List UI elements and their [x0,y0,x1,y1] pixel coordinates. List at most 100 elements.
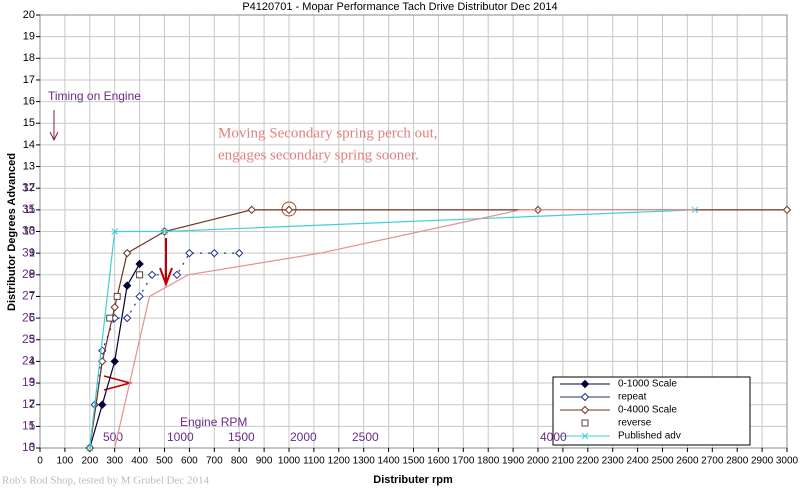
data-point [98,400,107,409]
legend-marker [580,379,590,389]
data-point [113,292,121,300]
x-tick-label: 2800 [726,456,749,467]
data-point [247,205,256,215]
x-tick-label: 0 [37,456,43,467]
x-tick-label: 200 [81,456,98,467]
engine-rpm-label: 2500 [352,430,379,444]
y-tick-label: 20 [23,9,35,21]
annotation: engages secondary spring sooner. [218,147,419,163]
x-tick-label: 1200 [328,456,351,467]
x-tick-label: 1800 [477,456,500,467]
x-tick-label: 1700 [452,456,475,467]
y-tick-label: 0 [29,442,35,454]
x-tick-label: 1900 [502,456,525,467]
data-point [147,270,157,280]
x-tick-label: 1600 [427,456,450,467]
x-tick-label: 2300 [602,456,625,467]
x-tick-label: 900 [256,456,273,467]
x-tick-label: 400 [131,456,148,467]
x-tick-label: 3000 [776,456,799,467]
series-line [89,252,240,449]
y-tick-label: 9 [29,247,35,259]
legend-marker [580,405,590,415]
y-tick-label: 19 [23,31,35,43]
engine-rpm-label: 1000 [167,430,194,444]
y-tick-label: 1 [29,420,35,432]
highlight-circle [281,201,297,217]
secondary-y-label: 33 [22,224,36,238]
annotation: Moving Secondary spring perch out, [218,125,438,141]
y-tick-label: 3 [29,377,35,389]
x-tick-label: 500 [156,456,173,467]
data-point [161,228,168,235]
secondary-y-label: 21 [22,354,36,368]
x-tick-label: 2000 [527,456,550,467]
x-tick-label: 1300 [353,456,376,467]
x-axis-label: Distributer rpm [373,474,453,486]
legend-marker [581,419,589,427]
y-tick-label: 7 [29,290,35,302]
x-tick-label: 2500 [651,456,674,467]
secondary-y-label: 15 [22,419,36,433]
legend-label: reverse [618,418,652,429]
x-tick-label: 1000 [278,456,301,467]
x-tick-label: 300 [106,456,123,467]
series-line [114,209,695,449]
data-point [136,271,144,279]
data-point [135,259,144,269]
x-tick-label: 1500 [402,456,425,467]
data-point [135,292,144,301]
x-tick-label: 800 [231,456,248,467]
secondary-y-label: 19 [22,375,36,389]
secondary-y-label: 29 [22,267,36,281]
y-tick-label: 12 [23,182,35,194]
legend-label: 0-1000 Scale [618,379,677,390]
x-tick-label: 100 [57,456,74,467]
engine-rpm-label: 1500 [228,430,255,444]
y-tick-label: 6 [29,312,35,324]
x-tick-label: 2200 [577,456,600,467]
footer: Rob's Rod Shop, tested by M Grubel Dec 2… [2,475,209,487]
arrow [159,238,173,287]
y-tick-label: 4 [29,355,35,367]
secondary-y-label: 23 [22,332,36,346]
engine-rpm-title: Engine RPM [180,415,247,429]
x-tick-label: 2100 [552,456,575,467]
data-point [185,248,194,258]
x-tick-label: 600 [181,456,198,467]
x-tick-label: 2700 [701,456,724,467]
legend: 0-1000 Scale repeat 0-4000 Scale reverse Pub… [552,376,751,446]
y-tick-label: 8 [29,269,35,281]
x-tick-label: 1400 [377,456,400,467]
x-tick-label: 2900 [751,456,774,467]
data-point [111,228,119,235]
data-point [210,248,219,258]
y-tick-label: 2 [29,399,35,411]
legend-marker [580,392,590,402]
data-point [122,313,132,323]
y-tick-label: 5 [29,334,35,346]
arrow [49,110,59,142]
chart-title: P4120701 - Mopar Performance Tach Drive … [242,1,557,13]
x-tick-label: 2400 [626,456,649,467]
data-point [122,281,132,290]
y-tick-label: 18 [23,52,35,64]
secondary-y-label: 27 [22,289,36,303]
y-tick-label: 17 [23,74,35,86]
data-point [782,205,792,215]
y-tick-label: 16 [23,96,35,108]
data-point [106,314,114,322]
secondary-y-label: 35 [22,202,36,216]
secondary-y-label: 25 [22,310,36,324]
y-axis-label: Distributor Degrees Advanced [6,153,18,311]
annotation: Timing on Engine [48,89,141,103]
secondary-y-label: 31 [22,245,36,259]
y-tick-label: 13 [23,160,35,172]
engine-rpm-label: 4000 [540,430,567,444]
y-tick-label: 15 [23,117,35,129]
engine-rpm-label: 500 [103,430,123,444]
data-point [122,248,132,258]
secondary-y-label: 13 [22,440,36,454]
y-tick-label: 10 [23,225,35,237]
